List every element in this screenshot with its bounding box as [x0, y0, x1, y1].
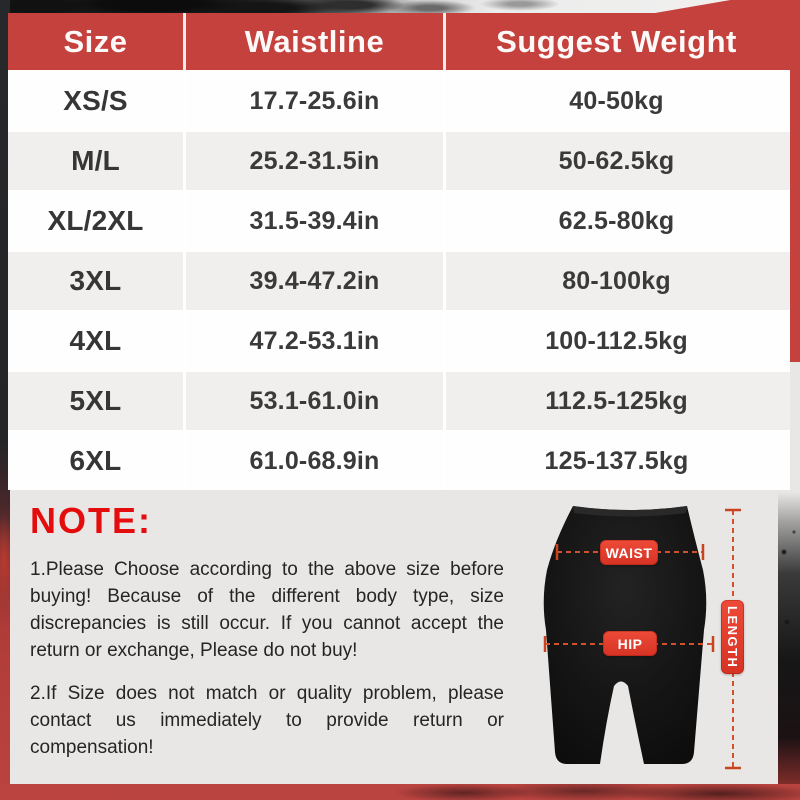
length-label: LENGTH — [721, 600, 744, 674]
table-row: 5XL 53.1-61.0in 112.5-125kg — [8, 370, 790, 430]
size-cell: XS/S — [63, 85, 128, 116]
weight-cell: 100-112.5kg — [443, 312, 787, 370]
weight-cell: 40-50kg — [443, 72, 787, 130]
table-row: M/L 25.2-31.5in 50-62.5kg — [8, 130, 790, 190]
waistline-cell: 39.4-47.2in — [183, 252, 443, 310]
waist-label: WAIST — [600, 540, 658, 565]
size-cell: 5XL — [69, 385, 122, 416]
table-row: 3XL 39.4-47.2in 80-100kg — [8, 250, 790, 310]
size-cell: XL/2XL — [47, 205, 144, 236]
shapewear-diagram: WAIST HIP LENGTH — [520, 490, 790, 790]
header-waistline: Waistline — [183, 13, 443, 70]
hip-label: HIP — [603, 631, 657, 656]
note-item-2: 2.If Size does not match or quality prob… — [30, 683, 504, 758]
weight-cell: 125-137.5kg — [443, 432, 787, 490]
weight-cell: 80-100kg — [443, 252, 787, 310]
grunge-top-strip — [0, 0, 800, 13]
table-row: XS/S 17.7-25.6in 40-50kg — [8, 70, 790, 130]
table-row: XL/2XL 31.5-39.4in 62.5-80kg — [8, 190, 790, 250]
size-cell: M/L — [71, 145, 120, 176]
weight-cell: 50-62.5kg — [443, 132, 787, 190]
size-cell: 6XL — [69, 445, 122, 476]
table-row: 6XL 61.0-68.9in 125-137.5kg — [8, 430, 790, 490]
waistline-cell: 31.5-39.4in — [183, 192, 443, 250]
weight-cell: 112.5-125kg — [443, 372, 787, 430]
header-suggest-weight: Suggest Weight — [443, 13, 787, 70]
red-right-strip — [789, 0, 800, 362]
waistline-cell: 53.1-61.0in — [183, 372, 443, 430]
weight-cell: 62.5-80kg — [443, 192, 787, 250]
grunge-right-strip — [778, 492, 800, 784]
note-title: NOTE: — [30, 500, 152, 541]
size-cell: 4XL — [69, 325, 122, 356]
grunge-bottom-strip — [0, 784, 800, 800]
table-header-row: Size Waistline Suggest Weight — [8, 13, 790, 70]
size-cell: 3XL — [69, 265, 122, 296]
waistline-cell: 61.0-68.9in — [183, 432, 443, 490]
waistband-seam — [573, 506, 687, 517]
grunge-left-strip — [0, 0, 10, 800]
waistline-cell: 17.7-25.6in — [183, 72, 443, 130]
note-item-1: 1.Please Choose according to the above s… — [30, 559, 504, 661]
table-row: 4XL 47.2-53.1in 100-112.5kg — [8, 310, 790, 370]
header-size: Size — [63, 23, 128, 59]
size-table: Size Waistline Suggest Weight XS/S 17.7-… — [8, 13, 790, 490]
note-section: NOTE: 1.Please Choose according to the a… — [30, 500, 510, 761]
waistline-cell: 47.2-53.1in — [183, 312, 443, 370]
waistline-cell: 25.2-31.5in — [183, 132, 443, 190]
